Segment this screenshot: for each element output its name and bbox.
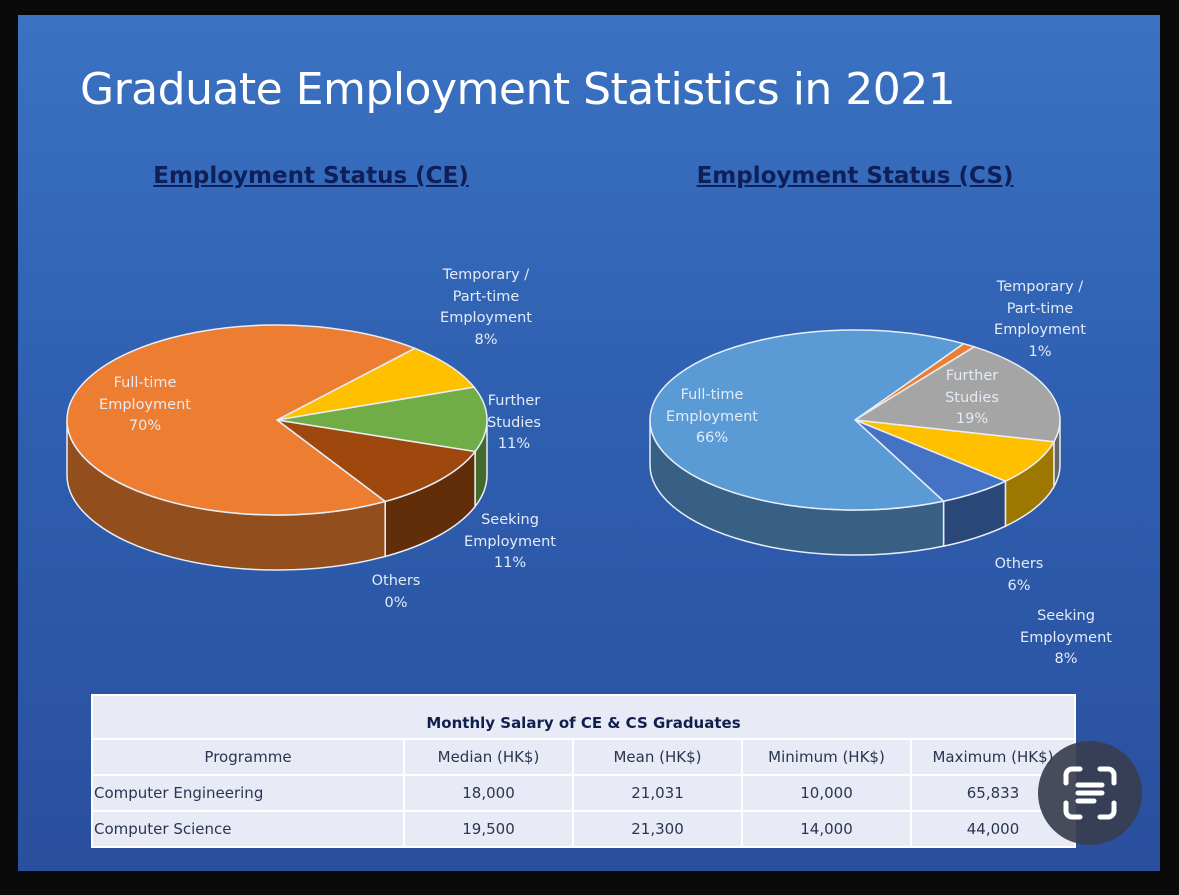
salary-table: Monthly Salary of CE & CS Graduates Prog… — [91, 694, 1076, 848]
cell-maximum: 44,000 — [910, 810, 1076, 848]
cell-median: 19,500 — [403, 810, 574, 848]
col-mean: Mean (HK$) — [572, 738, 743, 776]
slide-title: Graduate Employment Statistics in 2021 — [80, 64, 956, 115]
ce-label-temporary: Temporary / Part-time Employment 8% — [440, 267, 532, 348]
cell-mean: 21,031 — [572, 774, 743, 812]
cs-label-temporary: Temporary / Part-time Employment 1% — [994, 279, 1086, 360]
cell-programme: Computer Engineering — [91, 774, 405, 812]
cs-label-others: Others 6% — [994, 556, 1044, 594]
cell-median: 18,000 — [403, 774, 574, 812]
cs-label-fulltime: Full-time Employment 66% — [666, 387, 758, 446]
ce-label-others: Others 0% — [371, 573, 421, 611]
scan-text-button[interactable] — [1038, 741, 1142, 845]
cell-mean: 21,300 — [572, 810, 743, 848]
ce-slice-temporary — [276, 347, 476, 421]
col-median: Median (HK$) — [403, 738, 574, 776]
cs-label-seeking: Seeking Employment 8% — [1020, 608, 1112, 667]
ce-slice-seeking — [276, 419, 477, 503]
col-minimum: Minimum (HK$) — [741, 738, 912, 776]
cell-minimum: 10,000 — [741, 774, 912, 812]
scan-text-icon — [1063, 766, 1117, 820]
cs-slice-seeking — [854, 419, 1056, 482]
table-row: Computer Science 19,500 21,300 14,000 44… — [91, 810, 1076, 848]
col-maximum: Maximum (HK$) — [910, 738, 1076, 776]
cs-slice-full-time — [649, 329, 966, 511]
ce-label-further: Further Studies 11% — [487, 393, 541, 452]
table-header-row: Programme Median (HK$) Mean (HK$) Minimu… — [91, 738, 1076, 776]
ce-label-seeking: Seeking Employment 11% — [464, 512, 556, 571]
col-programme: Programme — [91, 738, 405, 776]
cell-programme: Computer Science — [91, 810, 405, 848]
ce-slice-further — [276, 386, 488, 453]
cell-minimum: 14,000 — [741, 810, 912, 848]
table-row: Computer Engineering 18,000 21,031 10,00… — [91, 774, 1076, 812]
table-caption: Monthly Salary of CE & CS Graduates — [91, 694, 1076, 740]
ce-chart-title: Employment Status (CE) — [153, 163, 469, 189]
ce-label-fulltime: Full-time Employment 70% — [99, 375, 191, 434]
cs-chart-title: Employment Status (CS) — [696, 163, 1014, 189]
cs-slice-further — [852, 346, 1061, 443]
ce-slice-full-time — [66, 324, 417, 516]
cs-label-further: Further Studies 19% — [945, 368, 999, 427]
